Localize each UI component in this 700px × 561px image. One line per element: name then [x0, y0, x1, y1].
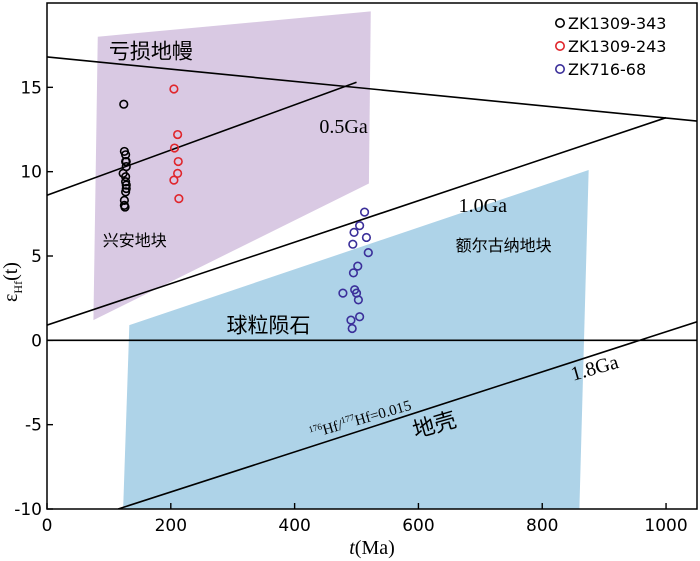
point-ZK1309-343-10	[121, 183, 131, 194]
point-ZK1309-343-7	[121, 172, 131, 182]
y-tick-label-15: 15	[20, 78, 42, 98]
point-ZK1309-343-14	[120, 202, 130, 212]
axis-ticks: 0 200 400 600 800 1000 -10 -5 0 5 10 15	[14, 78, 687, 536]
legend-marker-ZK1309-343	[554, 17, 565, 28]
point-ZK716-68-2	[349, 227, 359, 237]
legend-label-ZK716-68: ZK716-68	[568, 60, 646, 79]
point-ZK716-68-6	[353, 261, 363, 271]
y-tick-label--5: -5	[25, 416, 42, 436]
depleted-mantle-line	[47, 56, 697, 122]
reference-lines-layer	[47, 56, 697, 509]
point-ZK1309-243-6	[174, 194, 184, 204]
purple-field	[93, 11, 371, 321]
x-tick-label-800: 800	[526, 516, 558, 536]
point-ZK716-68-12	[355, 312, 365, 322]
point-ZK716-68-14	[347, 323, 357, 334]
y-tick-label-5: 5	[31, 247, 42, 267]
fields-layer	[93, 11, 589, 509]
line-0.5Ga	[47, 81, 357, 197]
annotation-sup-176: 176	[307, 421, 323, 434]
line-1.0Ga	[47, 116, 667, 326]
x-axis-label: t(Ma)	[349, 537, 395, 559]
point-ZK716-68-0	[359, 207, 370, 217]
annotation-hf: Hf/	[321, 417, 345, 438]
point-ZK1309-243-3	[173, 156, 183, 167]
x-tick-label-0: 0	[42, 516, 53, 536]
legend-marker-ZK1309-243	[554, 40, 565, 51]
annotation-sup-177: 177	[340, 412, 356, 425]
point-ZK716-68-7	[348, 268, 359, 278]
point-ZK716-68-4	[348, 239, 358, 249]
depleted-mantle-line-label: 亏损地幔	[109, 40, 193, 64]
x-axis-label-main: t	[349, 537, 355, 559]
line-1.0Ga-label: 1.0Ga	[459, 195, 507, 217]
legend: ZK1309-343 ZK1309-243 ZK716-68	[554, 14, 666, 79]
point-ZK1309-243-2	[169, 143, 180, 153]
point-ZK1309-243-4	[173, 168, 183, 178]
chondrite-line-label: 球粒陨石	[227, 314, 311, 338]
legend-label-ZK1309-243: ZK1309-243	[568, 37, 666, 56]
y-tick-label-10: 10	[20, 163, 42, 183]
point-ZK716-68-5	[363, 248, 373, 258]
point-ZK716-68-13	[346, 315, 356, 325]
y-axis-label: εHf(t)	[0, 262, 25, 302]
blue-field-label: 额尔古纳地块	[456, 236, 552, 255]
x-axis-label-unit: (Ma)	[355, 537, 395, 559]
point-ZK1309-343-9	[121, 180, 131, 190]
point-ZK716-68-3	[361, 232, 372, 243]
y-axis-label-arg: (t)	[0, 262, 22, 281]
point-ZK1309-243-0	[169, 84, 179, 94]
line-1.8Ga	[117, 321, 697, 509]
blue-field	[123, 169, 589, 509]
point-ZK716-68-1	[355, 221, 365, 231]
line-0.5Ga-label: 0.5Ga	[319, 116, 367, 138]
point-ZK1309-343-8	[121, 177, 131, 187]
point-ZK716-68-11	[353, 295, 363, 305]
x-tick-label-400: 400	[278, 516, 310, 536]
purple-field-label: 兴安地块	[103, 231, 167, 250]
y-axis-label-main: ε	[0, 294, 22, 302]
x-tick-label-1000: 1000	[644, 516, 687, 536]
x-tick-label-200: 200	[155, 516, 187, 536]
legend-label-ZK1309-343: ZK1309-343	[568, 14, 666, 33]
point-ZK716-68-8	[338, 288, 348, 298]
point-ZK1309-343-11	[121, 187, 131, 197]
y-tick-label-0: 0	[31, 331, 42, 351]
point-ZK1309-243-5	[169, 175, 179, 185]
point-ZK1309-343-2	[121, 150, 131, 160]
point-ZK1309-343-0	[119, 99, 129, 109]
y-tick-label--10: -10	[14, 500, 42, 520]
legend-marker-ZK716-68	[554, 64, 565, 75]
y-axis-label-sub: Hf	[11, 281, 25, 294]
x-tick-label-600: 600	[402, 516, 434, 536]
points-layer	[118, 84, 373, 334]
point-ZK1309-243-1	[173, 129, 183, 140]
point-ZK1309-343-12	[119, 195, 129, 205]
point-ZK1309-343-4	[121, 156, 131, 167]
